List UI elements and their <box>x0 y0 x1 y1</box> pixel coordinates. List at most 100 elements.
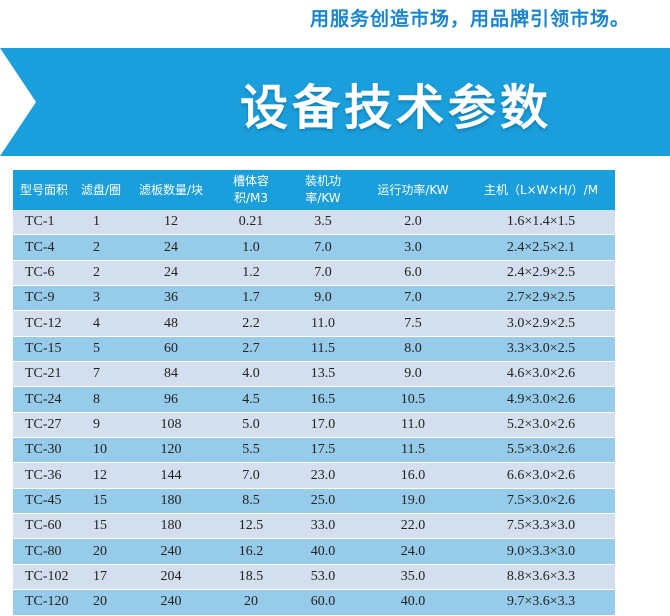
tank-volume-cell: 18.5 <box>215 564 287 591</box>
tank-volume-cell: 1.2 <box>215 260 287 287</box>
plate-count-cell: 60 <box>127 336 215 363</box>
installed-power-cell: 25.0 <box>287 488 359 515</box>
banner-title: 设备技术参数 <box>240 80 553 136</box>
installed-power-cell: 7.0 <box>287 234 359 261</box>
dimensions-cell: 4.9×3.0×2.6 <box>467 386 615 413</box>
tank-volume-cell: 12.5 <box>215 513 287 540</box>
plate-count-cell: 84 <box>127 361 215 388</box>
dimensions-cell: 1.6×1.4×1.5 <box>467 210 615 236</box>
spec-table: 型号面积 滤盘/圈 滤板数量/块 槽体容积/M3 装机功率/KW 运行功率/KW 主机（L×… <box>13 170 615 616</box>
tank-volume-cell: 4.5 <box>215 386 287 413</box>
dimensions-cell: 3.3×3.0×2.5 <box>467 336 615 363</box>
disc-count-cell: 20 <box>75 589 127 616</box>
running-power-cell: 7.5 <box>359 310 467 337</box>
tank-volume-cell: 8.5 <box>215 488 287 515</box>
running-power-cell: 19.0 <box>359 488 467 515</box>
model-cell: TC-4 <box>13 234 75 261</box>
table-row: TC-21 7 84 4.0 13.5 9.0 4.6×3.0×2.6 <box>13 361 615 388</box>
model-cell: TC-1 <box>13 210 75 236</box>
model-cell: TC-15 <box>13 336 75 363</box>
installed-power-cell: 40.0 <box>287 538 359 565</box>
table-row: TC-80 20 240 16.2 40.0 24.0 9.0×3.3×3.0 <box>13 538 615 565</box>
installed-power-cell: 60.0 <box>287 589 359 616</box>
running-power-cell: 22.0 <box>359 513 467 540</box>
model-cell: TC-45 <box>13 488 75 515</box>
plate-count-cell: 96 <box>127 386 215 413</box>
dimensions-cell: 5.2×3.0×2.6 <box>467 412 615 439</box>
running-power-cell: 9.0 <box>359 361 467 388</box>
table-header: 型号面积 滤盘/圈 滤板数量/块 槽体容积/M3 装机功率/KW 运行功率/KW 主机（L×… <box>13 170 615 210</box>
model-cell: TC-80 <box>13 538 75 565</box>
plate-count-cell: 48 <box>127 310 215 337</box>
tank-volume-cell: 7.0 <box>215 462 287 489</box>
running-power-cell: 24.0 <box>359 538 467 565</box>
installed-power-cell: 17.5 <box>287 437 359 464</box>
running-power-cell: 2.0 <box>359 210 467 236</box>
table-row: TC-6 2 24 1.2 7.0 6.0 2.4×2.9×2.5 <box>13 260 615 287</box>
column-header: 滤板数量/块 <box>127 170 215 210</box>
disc-count-cell: 10 <box>75 437 127 464</box>
dimensions-cell: 3.0×2.9×2.5 <box>467 310 615 337</box>
dimensions-cell: 2.7×2.9×2.5 <box>467 285 615 312</box>
installed-power-cell: 11.0 <box>287 310 359 337</box>
table-row: TC-120 20 240 20 60.0 40.0 9.7×3.6×3.3 <box>13 589 615 616</box>
installed-power-cell: 16.5 <box>287 386 359 413</box>
table-row: TC-24 8 96 4.5 16.5 10.5 4.9×3.0×2.6 <box>13 386 615 413</box>
table-row: TC-30 10 120 5.5 17.5 11.5 5.5×3.0×2.6 <box>13 437 615 464</box>
banner-shape <box>0 48 670 156</box>
model-cell: TC-21 <box>13 361 75 388</box>
disc-count-cell: 17 <box>75 564 127 591</box>
model-cell: TC-60 <box>13 513 75 540</box>
disc-count-cell: 1 <box>75 210 127 236</box>
model-cell: TC-9 <box>13 285 75 312</box>
table-row: TC-27 9 108 5.0 17.0 11.0 5.2×3.0×2.6 <box>13 412 615 439</box>
running-power-cell: 10.5 <box>359 386 467 413</box>
column-header: 型号面积 <box>13 170 75 210</box>
dimensions-cell: 4.6×3.0×2.6 <box>467 361 615 388</box>
installed-power-cell: 9.0 <box>287 285 359 312</box>
tank-volume-cell: 1.0 <box>215 234 287 261</box>
table-row: TC-15 5 60 2.7 11.5 8.0 3.3×3.0×2.5 <box>13 336 615 363</box>
tank-volume-cell: 4.0 <box>215 361 287 388</box>
dimensions-cell: 8.8×3.6×3.3 <box>467 564 615 591</box>
tank-volume-cell: 2.7 <box>215 336 287 363</box>
table-row: TC-45 15 180 8.5 25.0 19.0 7.5×3.0×2.6 <box>13 488 615 515</box>
model-cell: TC-6 <box>13 260 75 287</box>
installed-power-cell: 23.0 <box>287 462 359 489</box>
column-header: 主机（L×W×H/）/M <box>467 170 615 210</box>
plate-count-cell: 108 <box>127 412 215 439</box>
table-body: TC-1 1 12 0.21 3.5 2.0 1.6×1.4×1.5 TC-4 2 24 1.0 7.… <box>13 210 615 616</box>
dimensions-cell: 9.7×3.6×3.3 <box>467 589 615 616</box>
dimensions-cell: 2.4×2.9×2.5 <box>467 260 615 287</box>
plate-count-cell: 180 <box>127 513 215 540</box>
title-banner: 设备技术参数 <box>0 48 670 156</box>
model-cell: TC-120 <box>13 589 75 616</box>
installed-power-cell: 33.0 <box>287 513 359 540</box>
dimensions-cell: 5.5×3.0×2.6 <box>467 437 615 464</box>
plate-count-cell: 240 <box>127 589 215 616</box>
plate-count-cell: 120 <box>127 437 215 464</box>
table-row: TC-1 1 12 0.21 3.5 2.0 1.6×1.4×1.5 <box>13 210 615 236</box>
installed-power-cell: 11.5 <box>287 336 359 363</box>
tank-volume-cell: 2.2 <box>215 310 287 337</box>
column-header: 滤盘/圈 <box>75 170 127 210</box>
model-cell: TC-24 <box>13 386 75 413</box>
plate-count-cell: 24 <box>127 234 215 261</box>
disc-count-cell: 4 <box>75 310 127 337</box>
plate-count-cell: 36 <box>127 285 215 312</box>
tank-volume-cell: 1.7 <box>215 285 287 312</box>
dimensions-cell: 2.4×2.5×2.1 <box>467 234 615 261</box>
tank-volume-cell: 20 <box>215 589 287 616</box>
disc-count-cell: 15 <box>75 488 127 515</box>
tank-volume-cell: 0.21 <box>215 210 287 236</box>
plate-count-cell: 24 <box>127 260 215 287</box>
running-power-cell: 11.5 <box>359 437 467 464</box>
slogan: 用服务创造市场，用品牌引领市场。 <box>309 8 630 30</box>
running-power-cell: 3.0 <box>359 234 467 261</box>
disc-count-cell: 9 <box>75 412 127 439</box>
dimensions-cell: 9.0×3.3×3.0 <box>467 538 615 565</box>
tank-volume-cell: 5.0 <box>215 412 287 439</box>
model-cell: TC-102 <box>13 564 75 591</box>
dimensions-cell: 6.6×3.0×2.6 <box>467 462 615 489</box>
disc-count-cell: 3 <box>75 285 127 312</box>
